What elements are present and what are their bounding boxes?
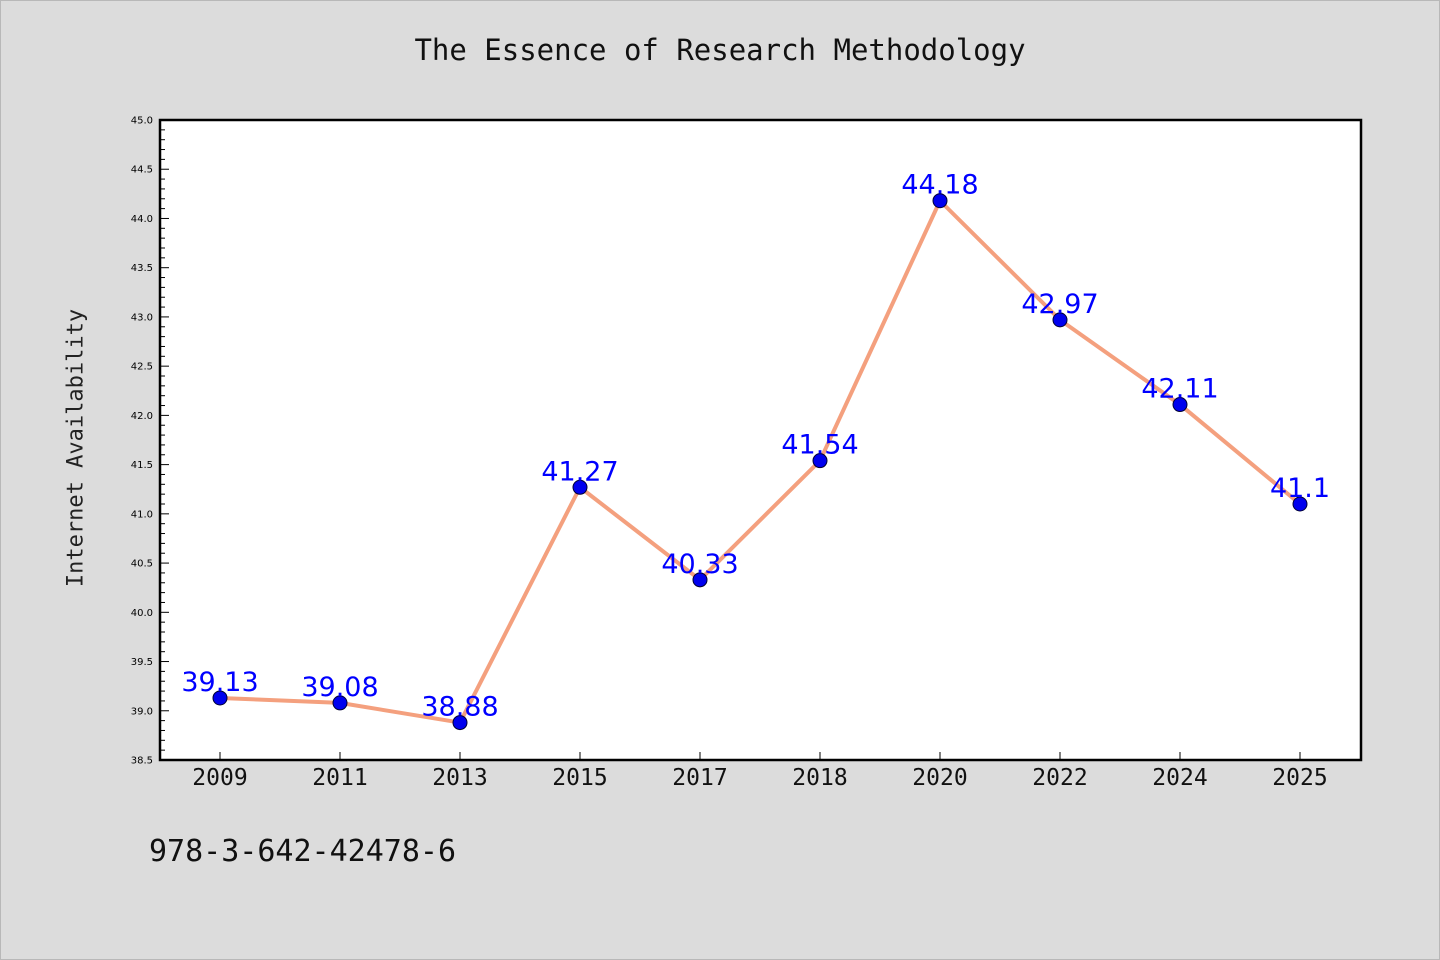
y-tick-label: 39.0 <box>131 706 153 717</box>
y-tick-label: 40.0 <box>131 608 153 619</box>
chart-title: The Essence of Research Methodology <box>414 33 1026 67</box>
data-point <box>1292 496 1308 512</box>
data-label: 41.1 <box>1270 473 1330 504</box>
x-tick-label: 2009 <box>192 765 247 791</box>
y-tick-label: 43.5 <box>131 263 153 274</box>
y-tick-label: 41.0 <box>131 509 153 520</box>
data-point <box>812 453 828 469</box>
data-label: 42.11 <box>1141 374 1218 405</box>
x-tick-label: 2022 <box>1032 765 1087 791</box>
x-tick-label: 2025 <box>1272 765 1327 791</box>
markers-group <box>212 193 1308 731</box>
data-point <box>1052 312 1068 328</box>
isbn-text: 978-3-642-42478-6 <box>149 834 457 869</box>
data-label: 39.08 <box>301 672 378 703</box>
x-tick-label: 2013 <box>432 765 487 791</box>
y-tick-label: 39.5 <box>131 657 153 668</box>
y-axis: 38.5 39.0 39.5 40.0 40.5 41.0 41.5 42.0 42.5 43.0… <box>131 116 169 767</box>
x-tick-label: 2020 <box>912 765 967 791</box>
data-point <box>1172 397 1188 413</box>
series-line <box>218 198 1302 725</box>
y-tick-label: 38.5 <box>131 756 153 767</box>
data-point <box>212 690 228 706</box>
y-tick-label: 40.5 <box>131 559 153 570</box>
x-tick-label: 2024 <box>1152 765 1207 791</box>
x-axis: 2009 2011 2013 2015 2017 2018 2020 2022 2024 2025 <box>192 752 1328 791</box>
data-point <box>332 695 348 711</box>
y-tick-label: 42.0 <box>131 411 153 422</box>
plot-area <box>158 118 1363 762</box>
data-point <box>692 572 708 588</box>
data-label: 41.54 <box>781 430 858 461</box>
data-point <box>932 193 948 209</box>
x-tick-label: 2017 <box>672 765 727 791</box>
data-label: 42.97 <box>1021 289 1098 320</box>
y-tick-label: 41.5 <box>131 460 153 471</box>
data-point <box>572 479 588 495</box>
data-label: 40.33 <box>661 549 738 580</box>
data-labels-group: 39.13 39.08 38.88 41.27 40.33 41.54 44.18 42.97… <box>181 170 1330 723</box>
y-tick-label: 44.5 <box>131 165 153 176</box>
data-label: 41.27 <box>541 456 618 487</box>
series-line-group <box>218 198 1302 725</box>
y-tick-label: 43.0 <box>131 312 153 323</box>
x-tick-label: 2015 <box>552 765 607 791</box>
y-tick-label: 42.5 <box>131 362 153 373</box>
x-tick-label: 2018 <box>792 765 847 791</box>
y-tick-label: 45.0 <box>131 116 153 127</box>
x-tick-label: 2011 <box>312 765 367 791</box>
data-point <box>452 715 468 731</box>
data-label: 38.88 <box>421 692 498 723</box>
data-label: 39.13 <box>181 667 258 698</box>
data-label: 44.18 <box>901 170 978 201</box>
y-tick-label: 44.0 <box>131 214 153 225</box>
